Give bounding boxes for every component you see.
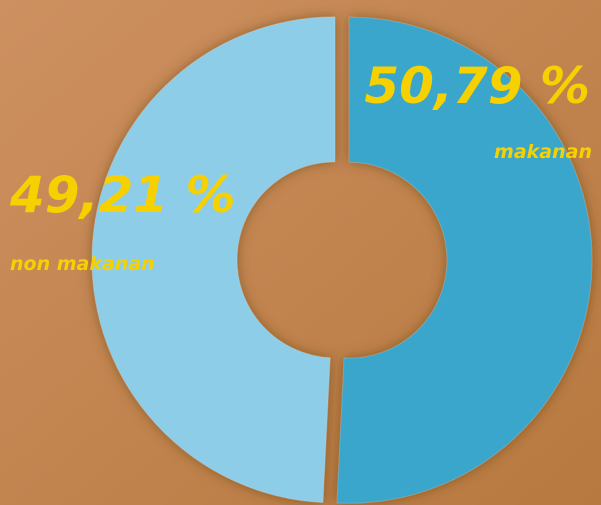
value-label: 50,79 %	[364, 57, 590, 115]
category-label: makanan	[494, 141, 592, 163]
donut	[91, 16, 593, 504]
labels: 50,79 % makanan 49,21 % non makanan	[9, 57, 592, 275]
slice	[336, 16, 593, 504]
slice	[91, 16, 336, 504]
value-label: 49,21 %	[9, 166, 236, 224]
category-label: non makanan	[10, 253, 155, 275]
